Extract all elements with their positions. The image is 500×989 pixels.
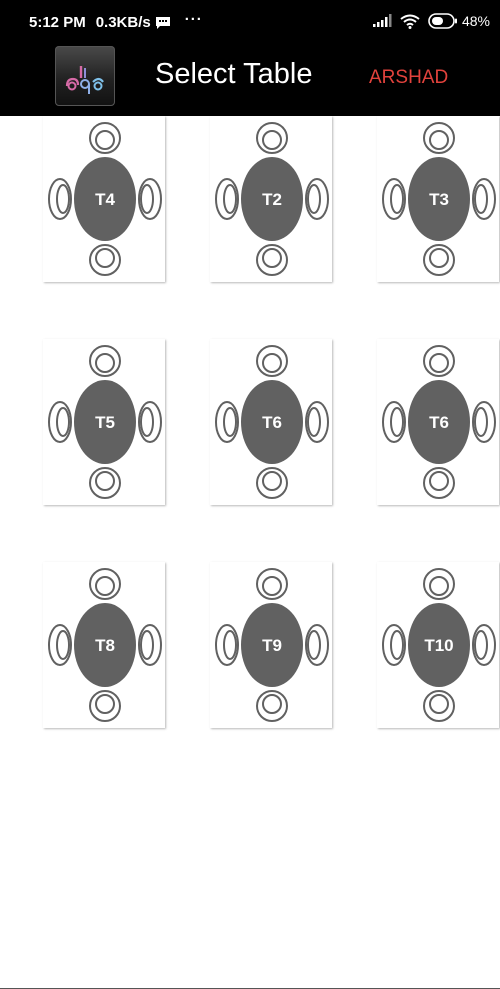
user-name[interactable]: ARSHAD xyxy=(369,67,449,88)
table-icon xyxy=(215,568,329,722)
table-card[interactable]: T10 xyxy=(377,562,499,728)
table-label: T5 xyxy=(95,413,115,432)
table-label: T2 xyxy=(262,190,282,209)
status-bar: 5:12 PM 0.3KB/s ··· xyxy=(0,0,500,46)
table-icon xyxy=(382,122,496,276)
table-card[interactable]: T2 xyxy=(210,116,332,282)
wifi-icon xyxy=(400,14,420,29)
table-card[interactable]: T9 xyxy=(210,562,332,728)
table-card[interactable]: T4 xyxy=(43,116,165,282)
table-icon xyxy=(382,345,496,499)
table-icon xyxy=(48,568,162,722)
table-card[interactable]: T5 xyxy=(43,339,165,505)
page-title: Select Table xyxy=(155,58,313,90)
app-logo xyxy=(55,46,115,106)
table-grid: T4 T2 xyxy=(0,116,500,989)
table-icon xyxy=(48,345,162,499)
status-time: 5:12 PM xyxy=(29,14,86,31)
battery-icon xyxy=(428,13,458,29)
table-card[interactable]: T6 xyxy=(377,339,499,505)
table-label: T10 xyxy=(424,636,454,655)
status-right: 48% xyxy=(372,13,490,29)
network-speed: 0.3KB/s xyxy=(95,14,151,31)
status-left: 5:12 PM 0.3KB/s ··· xyxy=(29,11,203,31)
battery-percent: 48% xyxy=(461,13,490,29)
signal-icon xyxy=(372,14,392,28)
table-icon xyxy=(215,122,329,276)
table-icon xyxy=(48,122,162,276)
table-label: T4 xyxy=(95,190,115,209)
table-icon xyxy=(382,568,496,722)
table-icon xyxy=(215,345,329,499)
more-notifications-icon: ··· xyxy=(184,11,203,28)
table-label: T6 xyxy=(429,413,449,432)
message-icon xyxy=(155,16,171,29)
table-card[interactable]: T3 xyxy=(377,116,499,282)
app-bar: Select Table ARSHAD xyxy=(0,46,500,116)
table-label: T8 xyxy=(95,636,115,655)
table-label: T3 xyxy=(429,190,449,209)
table-label: T6 xyxy=(262,413,282,432)
table-card[interactable]: T6 xyxy=(210,339,332,505)
table-label: T9 xyxy=(262,636,282,655)
table-card[interactable]: T8 xyxy=(43,562,165,728)
